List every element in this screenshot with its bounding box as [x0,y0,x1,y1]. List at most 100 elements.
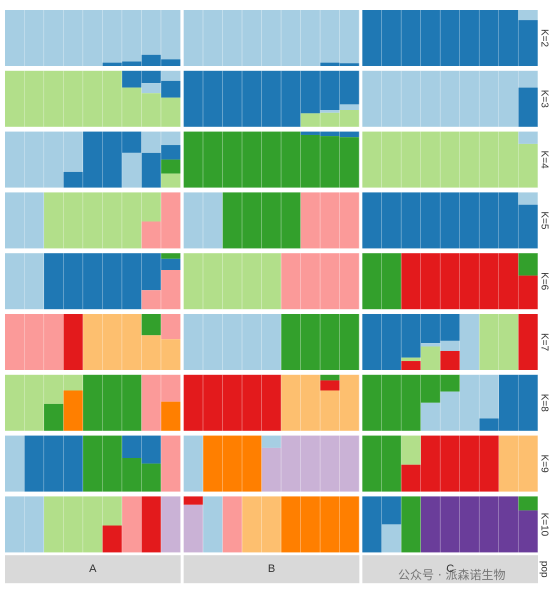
admixture-segment [183,374,204,431]
admixture-segment [63,390,84,431]
admixture-segment [339,253,360,310]
admixture-segment [459,192,480,249]
admixture-segment [339,374,360,431]
admixture-segment [320,496,340,553]
admixture-segment [339,10,360,64]
admixture-segment [381,131,402,188]
admixture-segment [102,314,123,370]
admixture-segment [498,496,519,553]
admixture-segment [102,10,123,63]
admixture-segment [479,70,499,127]
k-label: K=2 [538,29,549,48]
k-row-9 [5,435,539,492]
admixture-segment [242,131,262,188]
admixture-segment [24,192,45,249]
admixture-segment [320,136,340,188]
admixture-segment [320,253,340,310]
k-row-7 [5,314,539,370]
admixture-segment [161,159,181,174]
admixture-segment [381,314,402,370]
admixture-segment [518,20,538,66]
admixture-segment [401,314,421,358]
admixture-segment [161,145,181,160]
admixture-segment [440,253,460,310]
admixture-segment [498,70,519,127]
admixture-segment [261,374,282,431]
admixture-segment [24,435,45,492]
population-strip [362,555,538,584]
admixture-segment [281,374,301,431]
admixture-segment [63,374,84,391]
population-strip [5,555,181,584]
admixture-segment [102,374,123,431]
admixture-segment [300,435,321,492]
admixture-segment [362,314,382,370]
admixture-segment [183,131,204,188]
admixture-segment [300,496,321,553]
admixture-segment [44,496,64,553]
admixture-segment [440,314,460,341]
admixture-segment [83,496,103,553]
admixture-segment [122,70,142,88]
admixture-segment [261,70,282,127]
admixture-segment [5,435,25,492]
admixture-segment [518,10,538,21]
admixture-segment [320,374,340,381]
admixture-segment [381,524,402,553]
admixture-segment [420,10,441,66]
admixture-segment [141,83,162,94]
admixture-segment [479,435,499,492]
admixture-segment [122,192,142,249]
admixture-segment [5,496,25,553]
admixture-segment [381,496,402,525]
admixture-segment [161,192,181,249]
admixture-segment [459,435,480,492]
admixture-segment [420,343,441,347]
admixture-segment [161,70,181,81]
admixture-segment [63,10,84,66]
pop-strip-label: pop [538,561,549,578]
admixture-segment [102,253,123,310]
admixture-segment [320,314,340,370]
admixture-segment [141,10,162,55]
admixture-segment [300,70,321,114]
admixture-segment [222,435,243,492]
admixture-segment [261,192,282,249]
admixture-segment [420,70,441,127]
admixture-segment [83,192,103,249]
admixture-segment [401,10,421,66]
admixture-segment [440,435,460,492]
admixture-segment [381,10,402,66]
admixture-segment [362,131,382,188]
admixture-segment [420,496,441,553]
admixture-segment [44,314,64,370]
admixture-segment [300,253,321,310]
admixture-segment [161,10,181,60]
admixture-segment [479,496,499,553]
admixture-segment [518,143,538,188]
admixture-segment [63,314,84,370]
admixture-segment [281,253,301,310]
admixture-segment [183,253,204,310]
admixture-segment [300,314,321,370]
admixture-segment [24,131,45,188]
admixture-segment [300,192,321,249]
admixture-segment [320,10,340,63]
k-row-3 [5,70,539,127]
admixture-segment [44,435,64,492]
admixture-segment [518,70,538,88]
admixture-segment [44,403,64,431]
admixture-segment [339,104,360,110]
admixture-segment [459,374,480,431]
admixture-segment [420,192,441,249]
admixture-segment [141,221,162,249]
admixture-segment [122,435,142,458]
admixture-segment [161,131,181,146]
admixture-segment [459,496,480,553]
admixture-segment [122,374,142,431]
admixture-segment [122,314,142,370]
admixture-segment [63,70,84,127]
admixture-segment [479,131,499,188]
admixture-segment [222,70,243,127]
admixture-segment [498,253,519,310]
